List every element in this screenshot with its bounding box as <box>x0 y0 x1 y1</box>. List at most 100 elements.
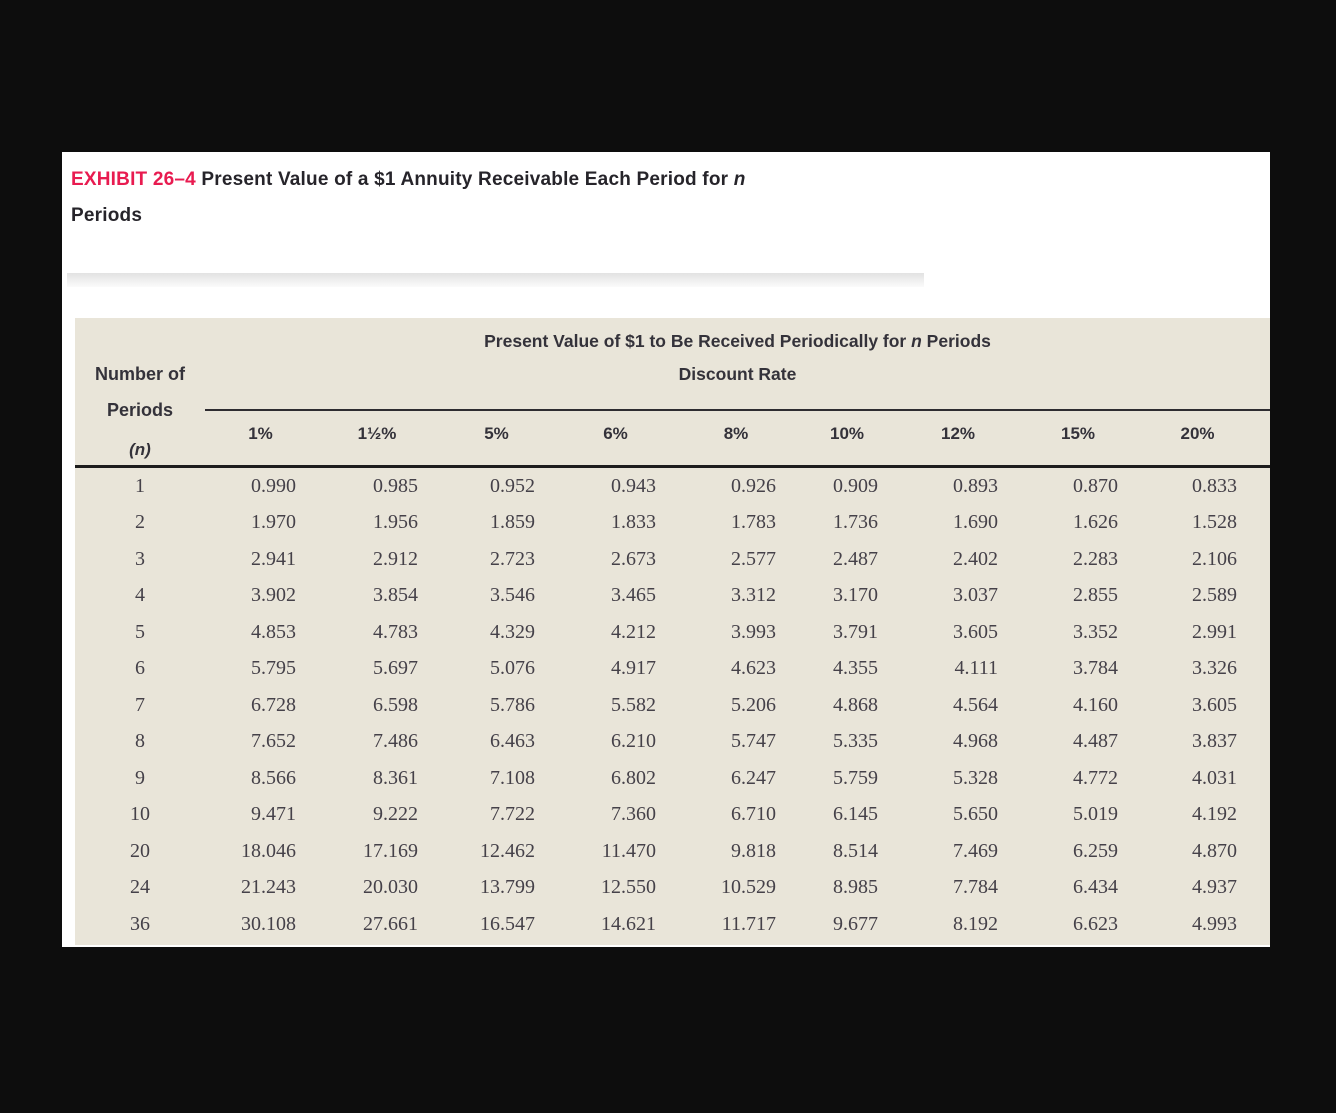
discount-rate-header: Discount Rate <box>678 364 797 384</box>
period-cell: 36 <box>130 912 150 935</box>
value-cell: 0.990 <box>251 474 296 497</box>
value-cell: 4.031 <box>1192 766 1237 789</box>
value-cell: 6.434 <box>1073 876 1118 899</box>
value-cell: 4.564 <box>953 693 998 716</box>
value-cell: 21.243 <box>241 876 296 899</box>
row-header-n-label: (n) <box>129 440 151 459</box>
value-cell: 4.917 <box>611 657 656 680</box>
table-body: 1 0.990 0.985 0.952 0.943 0.926 0.909 0.893 0.87… <box>75 468 1270 943</box>
period-cell: 7 <box>135 693 145 716</box>
period-cell: 20 <box>130 839 150 862</box>
table-header: Present Value of $1 to Be Received Perio… <box>75 318 1270 468</box>
value-cell: 10.529 <box>721 876 776 899</box>
value-cell: 0.870 <box>1073 474 1118 497</box>
content-panel: EXHIBIT 26–4 Present Value of a $1 Annui… <box>62 152 1270 947</box>
value-cell: 2.106 <box>1192 547 1237 570</box>
value-cell: 3.326 <box>1192 657 1237 680</box>
value-cell: 4.870 <box>1192 839 1237 862</box>
period-cell: 8 <box>135 730 145 753</box>
value-cell: 6.598 <box>373 693 418 716</box>
value-cell: 4.868 <box>833 693 878 716</box>
value-cell: 4.355 <box>833 657 878 680</box>
value-cell: 2.912 <box>373 547 418 570</box>
value-cell: 3.465 <box>611 584 656 607</box>
value-cell: 5.019 <box>1073 803 1118 826</box>
period-cell: 1 <box>135 474 145 497</box>
value-cell: 1.690 <box>953 511 998 534</box>
table-row: 5 4.853 4.783 4.329 4.212 3.993 3.791 3.605 3.35… <box>75 614 1270 651</box>
value-cell: 8.192 <box>953 912 998 935</box>
value-cell: 7.486 <box>373 730 418 753</box>
table-row: 4 3.902 3.854 3.546 3.465 3.312 3.170 3.037 2.85… <box>75 578 1270 615</box>
table-row: 2 1.970 1.956 1.859 1.833 1.783 1.736 1.690 1.62… <box>75 505 1270 542</box>
value-cell: 27.661 <box>363 912 418 935</box>
value-cell: 9.818 <box>731 839 776 862</box>
value-cell: 5.206 <box>731 693 776 716</box>
value-cell: 1.833 <box>611 511 656 534</box>
value-cell: 3.854 <box>373 584 418 607</box>
value-cell: 7.360 <box>611 803 656 826</box>
value-cell: 0.985 <box>373 474 418 497</box>
value-cell: 2.402 <box>953 547 998 570</box>
value-cell: 4.623 <box>731 657 776 680</box>
value-cell: 5.335 <box>833 730 878 753</box>
value-cell: 4.853 <box>251 620 296 643</box>
value-cell: 13.799 <box>480 876 535 899</box>
table-title-part1: Present Value of $1 to Be Received Perio… <box>484 331 912 351</box>
value-cell: 0.952 <box>490 474 535 497</box>
value-cell: 20.030 <box>363 876 418 899</box>
value-cell: 4.487 <box>1073 730 1118 753</box>
value-cell: 4.772 <box>1073 766 1118 789</box>
value-cell: 4.160 <box>1073 693 1118 716</box>
value-cell: 3.037 <box>953 584 998 607</box>
period-cell: 2 <box>135 511 145 534</box>
value-cell: 5.650 <box>953 803 998 826</box>
period-cell: 4 <box>135 584 145 607</box>
value-cell: 1.970 <box>251 511 296 534</box>
value-cell: 4.783 <box>373 620 418 643</box>
value-cell: 4.968 <box>953 730 998 753</box>
value-cell: 1.528 <box>1192 511 1237 534</box>
value-cell: 3.352 <box>1073 620 1118 643</box>
value-cell: 2.673 <box>611 547 656 570</box>
value-cell: 4.192 <box>1192 803 1237 826</box>
period-cell: 10 <box>130 803 150 826</box>
column-header: 20% <box>1180 424 1215 443</box>
exhibit-title-text: Present Value of a $1 Annuity Receivable… <box>195 169 734 190</box>
value-cell: 2.941 <box>251 547 296 570</box>
period-cell: 5 <box>135 620 145 643</box>
value-cell: 8.361 <box>373 766 418 789</box>
table-row: 24 21.243 20.030 13.799 12.550 10.529 8.985 7.7… <box>75 870 1270 907</box>
value-cell: 7.784 <box>953 876 998 899</box>
value-cell: 18.046 <box>241 839 296 862</box>
period-cell: 3 <box>135 547 145 570</box>
value-cell: 3.170 <box>833 584 878 607</box>
value-cell: 11.470 <box>601 839 656 862</box>
value-cell: 0.833 <box>1192 474 1237 497</box>
value-cell: 5.328 <box>953 766 998 789</box>
exhibit-title: EXHIBIT 26–4 Present Value of a $1 Annui… <box>71 162 746 234</box>
value-cell: 3.902 <box>251 584 296 607</box>
table-title-n: n <box>911 331 922 351</box>
value-cell: 1.783 <box>731 511 776 534</box>
table-row: 8 7.652 7.486 6.463 6.210 5.747 5.335 4.968 4.48… <box>75 724 1270 761</box>
value-cell: 1.956 <box>373 511 418 534</box>
value-cell: 0.943 <box>611 474 656 497</box>
value-cell: 2.283 <box>1073 547 1118 570</box>
value-cell: 4.329 <box>490 620 535 643</box>
table-title-part2: Periods <box>921 331 991 351</box>
period-cell: 9 <box>135 766 145 789</box>
value-cell: 7.722 <box>490 803 535 826</box>
value-cell: 3.784 <box>1073 657 1118 680</box>
value-cell: 6.463 <box>490 730 535 753</box>
value-cell: 2.487 <box>833 547 878 570</box>
value-cell: 1.626 <box>1073 511 1118 534</box>
exhibit-title-n: n <box>733 169 746 190</box>
value-cell: 4.993 <box>1192 912 1237 935</box>
value-cell: 12.462 <box>480 839 535 862</box>
value-cell: 4.212 <box>611 620 656 643</box>
table-row: 9 8.566 8.361 7.108 6.802 6.247 5.759 5.328 4.77… <box>75 760 1270 797</box>
value-cell: 5.759 <box>833 766 878 789</box>
value-cell: 6.623 <box>1073 912 1118 935</box>
value-cell: 3.546 <box>490 584 535 607</box>
